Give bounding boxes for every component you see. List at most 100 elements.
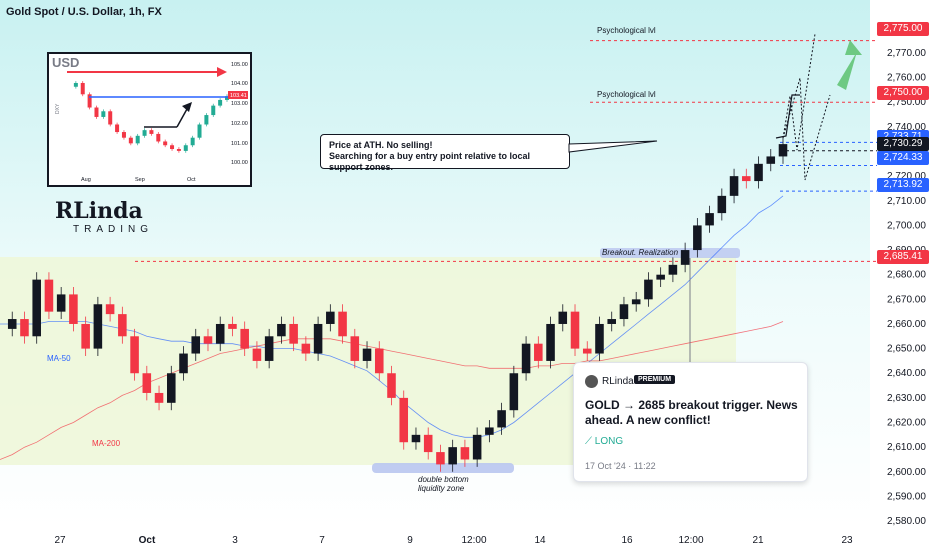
x-tick-label: 23 bbox=[841, 535, 853, 546]
author-name[interactable]: RLinda bbox=[602, 376, 634, 387]
inset-candle bbox=[108, 111, 113, 125]
candle-body bbox=[472, 434, 482, 460]
y-tick-label: 2,600.00 bbox=[887, 467, 926, 478]
inset-price-tag-bg bbox=[228, 91, 248, 99]
inset-candle bbox=[176, 149, 181, 151]
psychological-level-label-1: Psychological lvl bbox=[597, 26, 656, 35]
double-bottom-label: double bottom bbox=[418, 475, 469, 484]
level-tag-current: 2,730.29 bbox=[877, 137, 929, 151]
candle-body bbox=[264, 336, 274, 361]
note-line-2: Searching for a buy entry point relative… bbox=[329, 151, 531, 172]
inset-candle bbox=[204, 115, 209, 125]
x-tick-label: 9 bbox=[407, 535, 413, 546]
candle-body bbox=[20, 319, 29, 337]
candle-body bbox=[338, 311, 347, 337]
candle-body bbox=[680, 250, 690, 265]
y-tick-label: 2,750.00 bbox=[887, 97, 926, 108]
candle-body bbox=[56, 294, 66, 312]
candle-body bbox=[497, 410, 506, 428]
idea-date: 17 Oct '24 · 11:22 bbox=[585, 461, 656, 471]
forecast-arrows bbox=[775, 33, 862, 181]
inset-candle bbox=[128, 137, 133, 144]
x-tick-label: 14 bbox=[534, 535, 546, 546]
double-bottom-zone bbox=[372, 463, 514, 473]
inset-candle bbox=[163, 141, 168, 146]
annotation-note: Price at ATH. No selling! Searching for … bbox=[320, 134, 570, 172]
idea-headline[interactable]: GOLD → 2685 breakout trigger. News ahead… bbox=[585, 398, 798, 427]
inset-red-arrow-head bbox=[217, 67, 227, 77]
candle-body bbox=[558, 311, 568, 324]
candle-body bbox=[448, 447, 457, 465]
inset-candle bbox=[80, 82, 85, 95]
candle-body bbox=[154, 392, 164, 403]
candle-body bbox=[460, 447, 470, 460]
candle-body bbox=[754, 163, 763, 182]
y-tick-label: 2,710.00 bbox=[887, 196, 926, 207]
x-tick-label: 27 bbox=[54, 535, 66, 546]
inset-ytick-103: 103.00 bbox=[231, 101, 248, 107]
y-tick-label: 2,630.00 bbox=[887, 393, 926, 404]
candle-body bbox=[240, 328, 249, 349]
inset-candle bbox=[183, 145, 188, 151]
liquidity-zone-label: liquidity zone bbox=[418, 484, 465, 493]
y-tick-label: 2,740.00 bbox=[887, 122, 926, 133]
candle-body bbox=[191, 336, 201, 354]
level-tag-271392: 2,713.92 bbox=[877, 178, 929, 192]
x-tick-label: 12:00 bbox=[678, 535, 703, 546]
candle-body bbox=[374, 348, 384, 374]
candle-body bbox=[179, 353, 188, 374]
idea-card[interactable]: RLinda PREMIUM GOLD → 2685 breakout trig… bbox=[573, 362, 808, 482]
direction-long: ⟋ LONG bbox=[585, 436, 623, 447]
inset-xtick-sep: Sep bbox=[135, 177, 145, 183]
x-tick-label: 7 bbox=[319, 535, 325, 546]
logo-line-1: RLinda bbox=[55, 198, 143, 224]
inset-ytick-104: 104.00 bbox=[231, 81, 248, 87]
rlinda-logo: RLinda TRADING bbox=[55, 198, 148, 235]
dxy-inset: USD DXY 105.00 104.00 103.00 102.00 101.… bbox=[47, 52, 252, 187]
candle-body bbox=[717, 195, 727, 214]
level-tag-268541: 2,685.41 bbox=[877, 250, 929, 264]
candle-body bbox=[411, 434, 421, 443]
candle-body bbox=[7, 319, 17, 329]
inset-candle bbox=[94, 107, 99, 117]
inset-xtick-aug: Aug bbox=[81, 177, 91, 183]
dxy-inset-chart: USD DXY 105.00 104.00 103.00 102.00 101.… bbox=[49, 54, 250, 185]
y-tick-label: 2,590.00 bbox=[887, 491, 926, 502]
candle-body bbox=[93, 304, 103, 349]
candle-body bbox=[509, 373, 519, 411]
candle-body bbox=[362, 348, 372, 361]
chart-title: Gold Spot / U.S. Dollar, 1h, FX bbox=[6, 6, 162, 18]
inset-ytick-102: 102.00 bbox=[231, 121, 248, 127]
trend-up-icon: ⟋ bbox=[585, 436, 595, 447]
inset-candle bbox=[156, 133, 161, 142]
y-tick-label: 2,610.00 bbox=[887, 442, 926, 453]
candle-body bbox=[350, 336, 360, 361]
note-pointer bbox=[568, 140, 658, 153]
y-tick-label: 2,770.00 bbox=[887, 48, 926, 59]
candle-body bbox=[203, 336, 213, 344]
inset-candle bbox=[142, 130, 147, 136]
inset-label: USD bbox=[52, 55, 79, 70]
candle-body bbox=[423, 434, 433, 453]
candle-body bbox=[644, 279, 653, 300]
candle-body bbox=[607, 319, 617, 324]
logo-line-2: TRADING bbox=[73, 224, 153, 235]
breakout-label: Breakout. Realization ↑ bbox=[602, 248, 685, 257]
y-tick-label: 2,720.00 bbox=[887, 171, 926, 182]
inset-candle bbox=[121, 132, 126, 138]
y-tick-label: 2,620.00 bbox=[887, 418, 926, 429]
candle-body bbox=[32, 279, 41, 337]
candle-body bbox=[778, 144, 788, 157]
candle-body bbox=[118, 314, 127, 337]
inset-candle bbox=[225, 96, 229, 100]
inset-xtick-oct: Oct bbox=[187, 177, 196, 183]
candle-body bbox=[485, 427, 494, 435]
candle-body bbox=[289, 323, 298, 344]
inset-candle bbox=[190, 137, 195, 146]
candle-body bbox=[656, 274, 665, 280]
premium-badge: PREMIUM bbox=[634, 375, 676, 384]
ma200-line bbox=[0, 321, 784, 460]
candle-body bbox=[326, 311, 335, 324]
candle-body bbox=[534, 343, 543, 361]
